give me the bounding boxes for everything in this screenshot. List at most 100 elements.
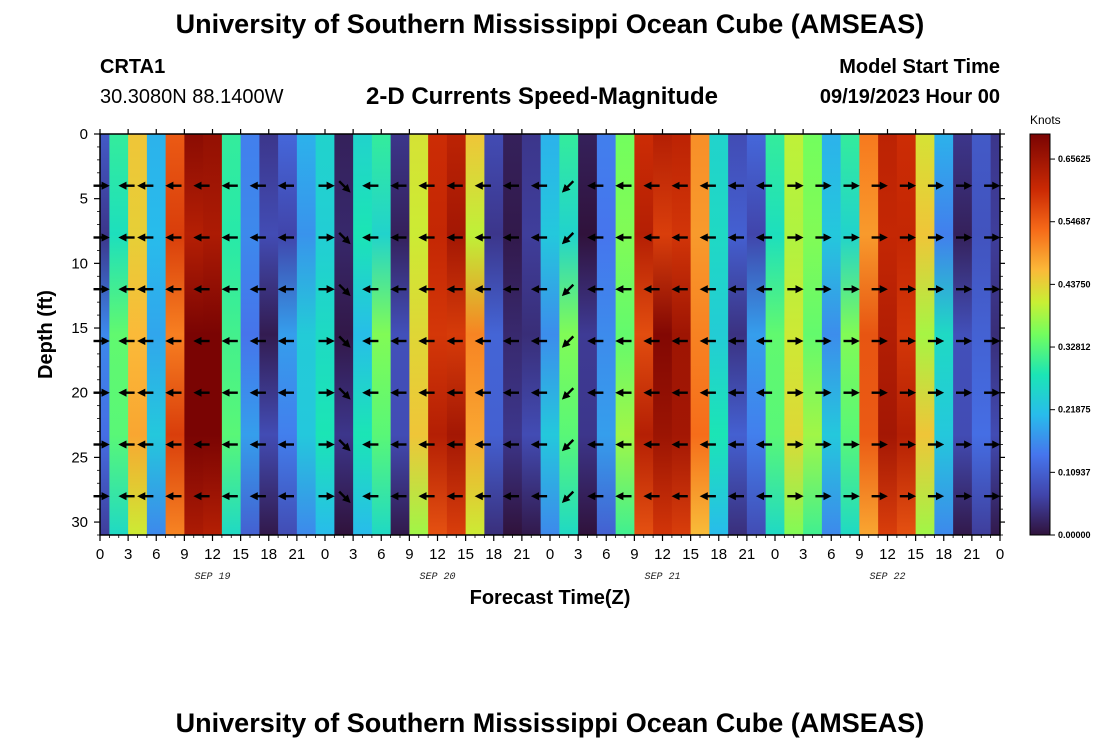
heatmap-column (784, 134, 804, 535)
heatmap-column (203, 134, 223, 535)
heatmap-column (503, 134, 523, 535)
x-tick-label: 6 (152, 546, 160, 563)
heatmap-column (259, 134, 279, 535)
heatmap-column (353, 134, 373, 535)
current-arrow (561, 232, 575, 245)
x-tick-label: 6 (827, 546, 835, 563)
heatmap-column (109, 134, 129, 535)
colorbar-tick-label: 0.65625 (1058, 154, 1091, 164)
colorbar-tick-label: 0.10937 (1058, 467, 1091, 477)
x-tick-label: 0 (771, 546, 779, 563)
date-label: SEP 20 (419, 572, 455, 583)
heatmap-column (390, 134, 410, 535)
heatmap-column (278, 134, 298, 535)
heatmap-column (221, 134, 242, 535)
x-tick-label: 3 (124, 546, 132, 563)
heatmap-column (240, 134, 260, 535)
x-tick-label: 15 (232, 546, 249, 563)
x-tick-label: 21 (514, 546, 531, 563)
current-arrow (338, 283, 351, 297)
date-label: SEP 19 (194, 572, 230, 583)
current-arrow (561, 283, 575, 297)
x-tick-label: 9 (180, 546, 188, 563)
heatmap-column (428, 134, 448, 535)
current-arrow (561, 387, 575, 400)
colorbar: Knots 0.00000 0.10937 0.21875 0.32812 0.4375… (1029, 113, 1091, 540)
current-vectors (93, 180, 1001, 504)
heatmap-column (653, 134, 673, 535)
heatmap-column (821, 134, 842, 535)
heatmap-column (934, 134, 954, 535)
heatmap-column (690, 134, 710, 535)
heatmap-column (578, 134, 598, 535)
colorbar-tick-label: 0.43750 (1058, 279, 1091, 289)
y-tick-label: 25 (71, 449, 88, 466)
heatmap-column (184, 134, 204, 535)
heatmap-column (371, 134, 392, 535)
heatmap-column (803, 134, 823, 535)
colorbar-tick-label: 0.32812 (1058, 342, 1091, 352)
x-tick-label: 21 (289, 546, 306, 563)
colorbar-tick-label: 0.21875 (1058, 405, 1091, 415)
station-coordinates: 30.3080N 88.1400W (100, 86, 284, 108)
current-arrow (338, 335, 351, 348)
heatmap-column (896, 134, 917, 535)
colorbar-tick-label: 0.54687 (1058, 217, 1091, 227)
chart-title: University of Southern Mississippi Ocean… (175, 9, 925, 39)
x-tick-label: 12 (429, 546, 446, 563)
heatmap-column (596, 134, 617, 535)
x-tick-label: 0 (321, 546, 329, 563)
colorbar-tick-label: 0.00000 (1058, 530, 1091, 540)
x-tick-label: 18 (710, 546, 727, 563)
heatmap-column (915, 134, 935, 535)
x-tick-label: 0 (546, 546, 554, 563)
x-tick-label: 6 (377, 546, 385, 563)
product-title: 2-D Currents Speed-Magnitude (366, 83, 719, 110)
heatmap-column (521, 134, 542, 535)
heatmap-column (296, 134, 317, 535)
date-label: SEP 21 (644, 572, 680, 583)
current-arrow (338, 180, 351, 193)
x-tick-label: 9 (630, 546, 638, 563)
y-axis-label: Depth (ft) (35, 290, 57, 379)
colorbar-scale (1029, 133, 1051, 536)
x-tick-label: 18 (260, 546, 277, 563)
current-arrow (561, 180, 575, 193)
current-arrow (338, 387, 351, 400)
x-tick-label: 0 (996, 546, 1004, 563)
heatmap-column (128, 134, 148, 535)
heatmap-column (728, 134, 748, 535)
heatmap-column (484, 134, 504, 535)
current-arrow (338, 232, 351, 245)
x-tick-label: 12 (204, 546, 221, 563)
x-axis-label: Forecast Time(Z) (470, 587, 631, 609)
x-tick-label: 15 (682, 546, 699, 563)
heatmap-column (765, 134, 785, 535)
heatmap-column (971, 134, 992, 535)
x-tick-label: 9 (405, 546, 413, 563)
colorbar-unit: Knots (1030, 113, 1061, 127)
heatmap-column (990, 134, 1001, 535)
heatmap-column (859, 134, 879, 535)
heatmap-column (165, 134, 185, 535)
x-tick-label: 3 (349, 546, 357, 563)
x-tick-label: 18 (485, 546, 502, 563)
y-tick-label: 30 (71, 514, 88, 531)
heatmap-column (953, 134, 973, 535)
x-tick-label: 12 (654, 546, 671, 563)
station-id: CRTA1 (100, 56, 166, 78)
heatmap-column (634, 134, 654, 535)
speed-heatmap (100, 134, 1001, 535)
heatmap-column (878, 134, 898, 535)
x-tick-label: 12 (879, 546, 896, 563)
heatmap-column (840, 134, 860, 535)
x-tick-label: 15 (457, 546, 474, 563)
x-tick-label: 3 (799, 546, 807, 563)
y-tick-label: 15 (71, 320, 88, 337)
model-start-value: 09/19/2023 Hour 00 (819, 86, 1000, 108)
y-tick-label: 20 (71, 385, 88, 402)
heatmap-column (615, 134, 635, 535)
heatmap-column (409, 134, 429, 535)
next-chart-title: University of Southern Mississippi Ocean… (175, 708, 925, 738)
